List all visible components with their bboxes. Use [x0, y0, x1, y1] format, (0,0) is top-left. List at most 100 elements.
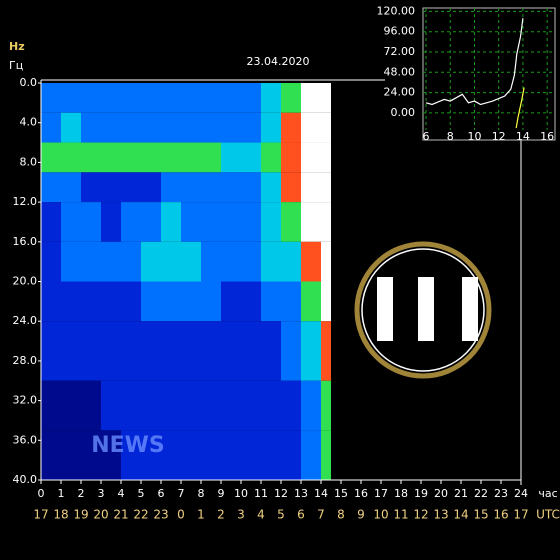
x2-tick-label: 9 [357, 508, 365, 522]
heatmap-cell [81, 142, 101, 173]
heatmap-cell [121, 241, 141, 282]
heatmap-cell [61, 83, 81, 113]
heatmap-cell [101, 112, 121, 143]
heatmap-cell [321, 281, 331, 322]
x2-tick-label: 17 [513, 508, 528, 522]
x-tick-label: 19 [414, 487, 428, 500]
heatmap-cell [261, 172, 281, 203]
heatmap-cell [61, 281, 81, 322]
emblem-bar [377, 277, 393, 341]
x-tick-label: 4 [118, 487, 125, 500]
x-unit: час [538, 487, 557, 500]
heatmap-cell [221, 83, 241, 113]
x2-tick-label: 4 [257, 508, 265, 522]
heatmap-cell [121, 112, 141, 143]
heatmap-cell [81, 241, 101, 282]
heatmap-cell [321, 241, 331, 282]
heatmap-cell [41, 112, 61, 143]
emblem-ring [354, 241, 492, 379]
heatmap-cell [141, 112, 161, 143]
date: 23.04.2020 [247, 55, 310, 68]
x2-tick-label: 13 [433, 508, 448, 522]
x2-tick-label: 8 [337, 508, 345, 522]
heatmap-cell [101, 172, 121, 203]
x-tick-label: 3 [98, 487, 105, 500]
x-tick-label: 7 [178, 487, 185, 500]
x-tick-label: 2 [78, 487, 85, 500]
heatmap-cell [61, 202, 81, 242]
heatmap-cell [61, 380, 81, 431]
heatmap-cell [41, 83, 61, 113]
heatmap-cell [81, 112, 101, 143]
heatmap-cell [141, 83, 161, 113]
y-tick-label: 8.0 [20, 155, 38, 168]
heatmap-cell [41, 202, 61, 242]
emblem-bar [462, 277, 478, 341]
y-tick-label: 16.0 [13, 235, 38, 248]
heatmap-cell [221, 430, 241, 480]
x-tick-label: 11 [254, 487, 268, 500]
x2-tick-label: 2 [217, 508, 225, 522]
heatmap-cell [101, 430, 121, 480]
heatmap-cell [261, 380, 281, 431]
heatmap-cell [181, 112, 201, 143]
heatmap-cell [301, 241, 321, 282]
heatmap-cell [41, 142, 61, 173]
heatmap-cell [61, 430, 81, 480]
heatmap-cell [121, 430, 141, 480]
heatmap-cell [161, 172, 181, 203]
heatmap-cell [281, 142, 301, 173]
heatmap-cell [321, 321, 331, 381]
heatmap-cell [201, 380, 221, 431]
heatmap-cell [201, 321, 221, 381]
heatmap-cell [241, 380, 261, 431]
heatmap-cell [201, 112, 221, 143]
heatmap-cell [241, 241, 261, 282]
x2-tick-label: 7 [317, 508, 325, 522]
heatmap-cell [61, 112, 81, 143]
heatmap-cell [201, 172, 221, 203]
heatmap-cell [121, 83, 141, 113]
x-tick-label: 10 [234, 487, 248, 500]
heatmap-cell [301, 321, 321, 381]
heatmap-cell [101, 281, 121, 322]
y-tick-label: 4.0 [20, 116, 38, 129]
heatmap-cell [101, 83, 121, 113]
y-tick-label: 36.0 [13, 433, 38, 446]
heatmap-cell [301, 430, 321, 480]
y-tick-label: 40.0 [13, 473, 38, 486]
heatmap-cell [301, 281, 321, 322]
x-tick-label: 18 [394, 487, 408, 500]
heatmap-cell [221, 172, 241, 203]
x-tick-label: 1 [58, 487, 65, 500]
heatmap-cell [41, 281, 61, 322]
heatmap-cell [141, 172, 161, 203]
heatmap-cell [301, 202, 321, 242]
heatmap-cell [301, 380, 321, 431]
x2-tick-label: 22 [133, 508, 148, 522]
heatmap-cell [241, 321, 261, 381]
y-tick-label: 96.00 [384, 25, 416, 38]
heatmap-cell [221, 321, 241, 381]
heatmap-cell [101, 202, 121, 242]
heatmap-cell [81, 380, 101, 431]
emblem-ring [361, 248, 485, 372]
heatmap-cell [161, 430, 181, 480]
y-tick-label: 0.00 [391, 106, 416, 119]
heatmap-cell [61, 241, 81, 282]
x-tick-label: 20 [434, 487, 448, 500]
heatmap-cell [121, 380, 141, 431]
heatmap-cell [221, 142, 241, 173]
x-tick-label: 14 [516, 130, 530, 143]
heatmap-cell [101, 321, 121, 381]
series-line [515, 87, 525, 128]
heatmap-cell [201, 142, 221, 173]
heatmap-cell [121, 142, 141, 173]
heatmap-cell [141, 430, 161, 480]
heatmap-cell [41, 321, 61, 381]
x-tick-label: 23 [494, 487, 508, 500]
x-tick-label: 6 [423, 130, 430, 143]
heatmap-cell [181, 142, 201, 173]
heatmap-cell [161, 83, 181, 113]
